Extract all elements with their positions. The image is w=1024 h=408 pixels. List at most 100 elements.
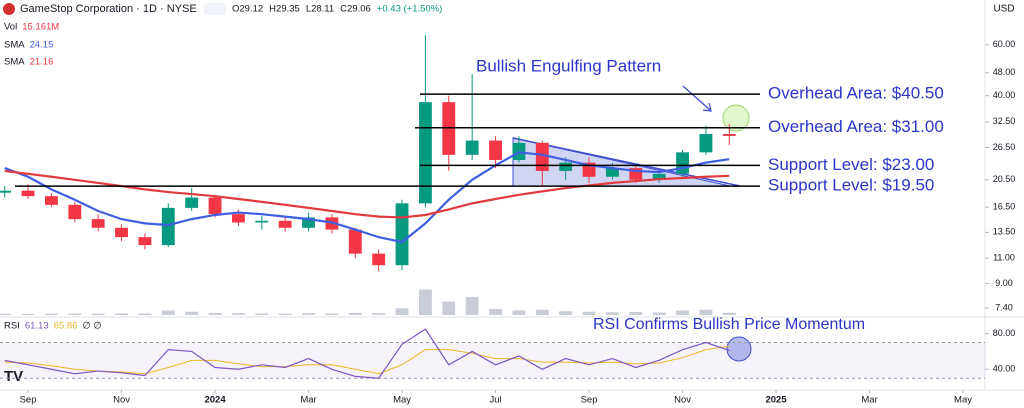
candle-body [21, 190, 35, 197]
volume-bar [418, 289, 432, 315]
volume-bar [442, 301, 456, 315]
quote-field: O29.12 [232, 4, 263, 15]
volume-bar [559, 311, 573, 315]
currency: USD [993, 4, 1014, 15]
y-tick-label: 40.00 [993, 90, 1016, 100]
legend-value: 65.86 [54, 321, 78, 332]
level-label: Overhead Area: $40.50 [768, 84, 944, 103]
candle-body [535, 142, 549, 171]
volume-bar [68, 313, 82, 315]
candle-body [418, 102, 432, 204]
x-tick-label: Sep [20, 395, 37, 406]
rsi-tick-label: 80.00 [993, 328, 1016, 338]
volume-bar [652, 312, 666, 315]
legend-value: 24.15 [30, 40, 54, 51]
candle-body [68, 204, 82, 220]
quote-field: C29.06 [340, 4, 371, 15]
volume-bar [231, 313, 245, 315]
candle-body [605, 168, 619, 177]
annotation: RSI Confirms Bullish Price Momentum [593, 316, 865, 333]
candle-body [699, 134, 713, 153]
x-tick-label: May [954, 395, 972, 406]
volume-bar [582, 311, 596, 315]
volume-bar [535, 309, 549, 315]
candle-body [629, 168, 643, 180]
x-tick-label: Jul [489, 395, 501, 406]
candle-body [722, 134, 736, 136]
legend-name: Vol [4, 22, 17, 33]
y-tick-label: 32.50 [993, 116, 1016, 126]
quote-field: L28.11 [306, 4, 334, 15]
candle-body [255, 220, 269, 223]
x-tick-label: Mar [300, 395, 316, 406]
volume-bar [722, 312, 736, 315]
volume-bar [629, 312, 643, 315]
x-tick-label: Nov [113, 395, 130, 406]
symbol-badge[interactable] [204, 3, 226, 15]
volume-bar [278, 313, 292, 315]
volume-bar [115, 313, 128, 315]
candle-body [302, 217, 315, 228]
x-tick-label: Mar [861, 395, 877, 406]
y-tick-label: 7.40 [995, 302, 1013, 312]
volume-bar [0, 313, 12, 315]
x-tick-label: May [393, 395, 411, 406]
volume-bar [208, 312, 222, 315]
level-label: Support Level: $19.50 [768, 176, 934, 195]
y-tick-label: 60.00 [993, 39, 1016, 49]
level-label: Overhead Area: $31.00 [768, 117, 944, 136]
volume-bar [465, 297, 479, 315]
candle-body [489, 140, 502, 160]
x-tick-label: Nov [674, 395, 691, 406]
candle-body [0, 190, 12, 193]
y-tick-label: 26.50 [993, 142, 1016, 152]
x-tick-label: 2025 [765, 395, 787, 406]
candle-body [185, 197, 199, 208]
x-tick-label: 2024 [204, 395, 226, 406]
legend-name: SMA [4, 40, 25, 51]
candle-body [395, 203, 409, 266]
rsi-band [0, 342, 985, 379]
candle-body [559, 162, 573, 171]
legend-name: RSI [4, 321, 20, 332]
volume-bar [512, 310, 526, 315]
volume-bar [185, 311, 199, 315]
y-tick-label: 20.50 [993, 174, 1016, 184]
volume-bar [91, 313, 105, 315]
y-tick-label: 16.50 [993, 201, 1016, 211]
quote-field: H29.35 [269, 4, 300, 15]
candle-body [231, 214, 245, 223]
volume-bar [161, 310, 175, 315]
candle-body [676, 152, 689, 174]
y-tick-label: 11.00 [993, 253, 1015, 263]
sma-line [4, 151, 730, 244]
legend-value: 61.13 [25, 321, 49, 332]
rsi-tick-label: 40.00 [993, 364, 1016, 374]
x-tick-label: Sep [581, 395, 598, 406]
candle-body [161, 207, 175, 246]
candle-body [348, 229, 362, 254]
candle-body [465, 140, 479, 155]
rsi-ma-line [4, 345, 730, 375]
logo: TV [4, 368, 23, 385]
volume-bar [699, 309, 713, 315]
volume-bar [395, 308, 409, 315]
volume-bar [21, 313, 35, 315]
candle-body [138, 237, 152, 246]
volume-bar [605, 312, 619, 315]
volume-bar [138, 313, 152, 315]
volume-bar [302, 313, 315, 315]
legend-name: SMA [4, 57, 25, 68]
quote-field: +0.43 (+1.50%) [377, 4, 443, 15]
level-label: Support Level: $23.00 [768, 155, 934, 174]
volume-bar [676, 310, 689, 315]
volume-bar [255, 313, 269, 315]
annotation-arrowhead [702, 102, 712, 112]
candle-body [115, 227, 128, 238]
volume-bar [489, 309, 502, 315]
y-tick-label: 9.00 [995, 278, 1013, 288]
annotation-arrow [682, 85, 711, 111]
candle-body [278, 220, 292, 228]
